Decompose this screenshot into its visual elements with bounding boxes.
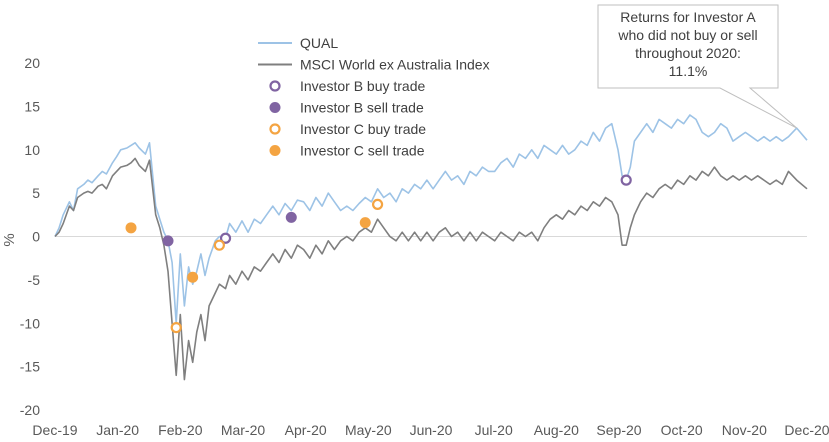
investor-c-sell-trade-marker: [359, 217, 371, 229]
investor-b-sell-trade-marker: [162, 235, 174, 247]
investor-c-buy-trade-marker: [371, 198, 384, 211]
msci-series-line: [54, 157, 808, 381]
callout-line-3: throughout 2020:: [635, 45, 741, 61]
callout-line-4: 11.1%: [669, 63, 708, 79]
y-tick-label: -20: [20, 402, 40, 418]
y-tick-label: -5: [28, 272, 41, 288]
qual-series-line: [54, 114, 808, 325]
x-tick-label: Jun-20: [410, 422, 453, 438]
callout-line-2: who did not buy or sell: [617, 27, 757, 43]
legend-investor-b-buy-trade-label: Investor B buy trade: [300, 78, 426, 94]
legend-investor-c-buy-trade-label: Investor C buy trade: [300, 121, 426, 137]
y-tick-label: 10: [24, 142, 40, 158]
x-tick-label: Apr-20: [285, 422, 327, 438]
legend-msci-label: MSCI World ex Australia Index: [300, 57, 490, 73]
callout-line-1: Returns for Investor A: [620, 9, 756, 25]
x-tick-label: Sep-20: [596, 422, 641, 438]
x-tick-label: Nov-20: [722, 422, 767, 438]
y-tick-label: 15: [24, 98, 40, 114]
legend-investor-c-sell-trade-swatch: [269, 145, 281, 156]
investor-c-buy-trade-marker: [213, 239, 225, 251]
x-tick-label: Aug-20: [534, 422, 579, 438]
callout-box: [597, 4, 798, 129]
legend-qual-label: QUAL: [300, 35, 338, 51]
x-tick-label: Jul-20: [475, 422, 513, 438]
legend-investor-b-buy-trade-swatch: [269, 80, 281, 92]
legend-investor-b-sell-trade-swatch: [269, 102, 281, 113]
x-tick-label: Dec-20: [784, 422, 829, 438]
y-axis-label: %: [1, 233, 18, 246]
y-tick-label: 20: [24, 55, 40, 71]
investor-c-sell-trade-marker: [187, 271, 199, 283]
x-tick-label: May-20: [345, 422, 392, 438]
legend-investor-b-sell-trade-label: Investor B sell trade: [300, 100, 424, 116]
investor-c-buy-trade-marker: [170, 321, 182, 334]
y-tick-label: 0: [32, 229, 40, 245]
y-tick-label: -10: [20, 315, 40, 331]
x-tick-label: Jan-20: [96, 422, 139, 438]
investor-b-buy-trade-marker: [620, 174, 632, 186]
investor-b-buy-trade-marker: [219, 232, 232, 244]
y-tick-label: -15: [20, 359, 40, 375]
x-tick-label: Feb-20: [158, 422, 203, 438]
y-tick-label: 5: [32, 185, 40, 201]
legend-investor-c-sell-trade-label: Investor C sell trade: [300, 143, 425, 159]
x-tick-label: Mar-20: [221, 422, 266, 438]
investor-a-callout: Returns for Investor A who did not buy o…: [597, 4, 798, 129]
x-tick-label: Oct-20: [661, 422, 703, 438]
investor-c-sell-trade-marker: [125, 222, 137, 234]
chart-legend: QUAL MSCI World ex Australia Index Investo…: [258, 35, 490, 159]
legend-investor-c-buy-trade-swatch: [269, 123, 281, 135]
investor-b-sell-trade-marker: [285, 211, 297, 223]
x-tick-label: Dec-19: [32, 422, 77, 438]
